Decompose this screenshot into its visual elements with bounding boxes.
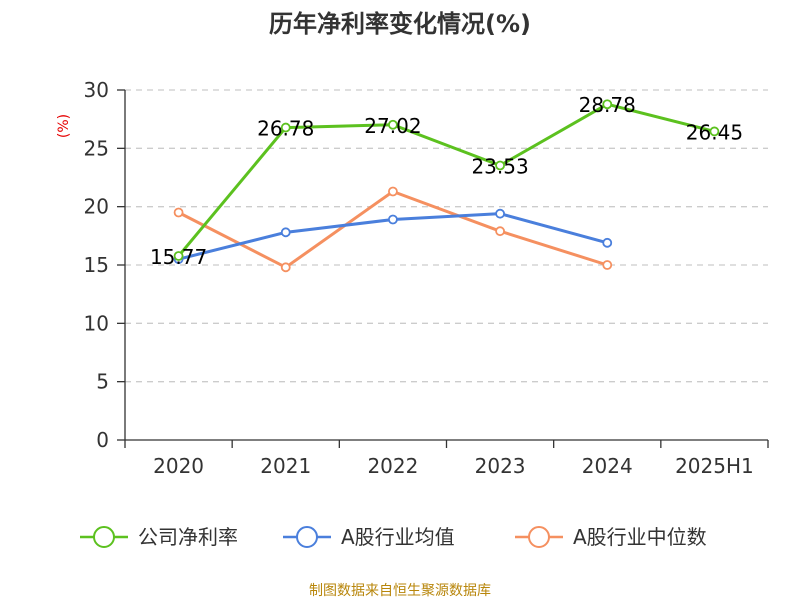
y-tick-label: 0: [96, 428, 109, 452]
y-tick-label: 25: [84, 136, 109, 160]
chart-title: 历年净利率变化情况(%): [269, 10, 531, 38]
data-point: [495, 208, 505, 219]
series-line-0: [177, 102, 715, 257]
grid-lines: [125, 89, 768, 383]
axes: 0 5 10 15 20 25 30 2020 2021 2022 2023 2024 2025H1: [84, 78, 769, 478]
data-label: 23.53: [471, 154, 528, 178]
source-note: 制图数据来自恒生聚源数据库: [309, 583, 491, 599]
data-label: 15.77: [150, 245, 207, 269]
data-point: [280, 227, 291, 238]
data-point: [602, 237, 613, 248]
x-tick-label: 2020: [153, 454, 204, 478]
data-point: [388, 119, 398, 130]
x-tick-label: 2023: [475, 454, 526, 478]
data-point: [173, 251, 184, 261]
legend-marker: [296, 526, 318, 548]
x-tick-label: 2024: [582, 454, 633, 478]
legend-label: A股行业均值: [341, 525, 455, 549]
y-axis-unit: (%): [56, 114, 72, 138]
legend-label: A股行业中位数: [573, 525, 707, 549]
data-point: [280, 122, 291, 133]
legend-label: 公司净利率: [138, 525, 238, 549]
x-tick-label: 2022: [367, 454, 418, 478]
data-point: [173, 207, 184, 218]
data-point: [495, 226, 505, 237]
data-labels: 15.77 26.78 27.02 23.53 28.78 26.45: [150, 93, 743, 269]
data-label: 27.02: [364, 114, 421, 138]
data-label: 28.78: [579, 93, 636, 117]
data-label: 26.45: [686, 120, 743, 144]
legend: 公司净利率 A股行业均值 A股行业中位数: [80, 525, 707, 549]
legend-marker: [93, 526, 115, 548]
data-point: [602, 99, 613, 110]
series-layer: [173, 99, 720, 273]
data-label: 26.78: [257, 117, 314, 141]
y-tick-label: 15: [84, 253, 109, 277]
data-point: [280, 262, 291, 273]
y-tick-label: 20: [84, 195, 109, 219]
x-tick-label: 2021: [260, 454, 311, 478]
series-line-2: [177, 190, 608, 269]
data-point: [602, 260, 613, 270]
y-tick-label: 5: [96, 370, 109, 394]
x-tick-label: 2025H1: [675, 454, 754, 478]
data-point: [709, 126, 720, 137]
data-point: [388, 186, 398, 197]
data-point: [495, 160, 505, 171]
y-tick-label: 10: [84, 311, 109, 335]
legend-marker: [528, 526, 550, 548]
y-tick-label: 30: [84, 78, 109, 102]
data-point: [388, 214, 398, 225]
